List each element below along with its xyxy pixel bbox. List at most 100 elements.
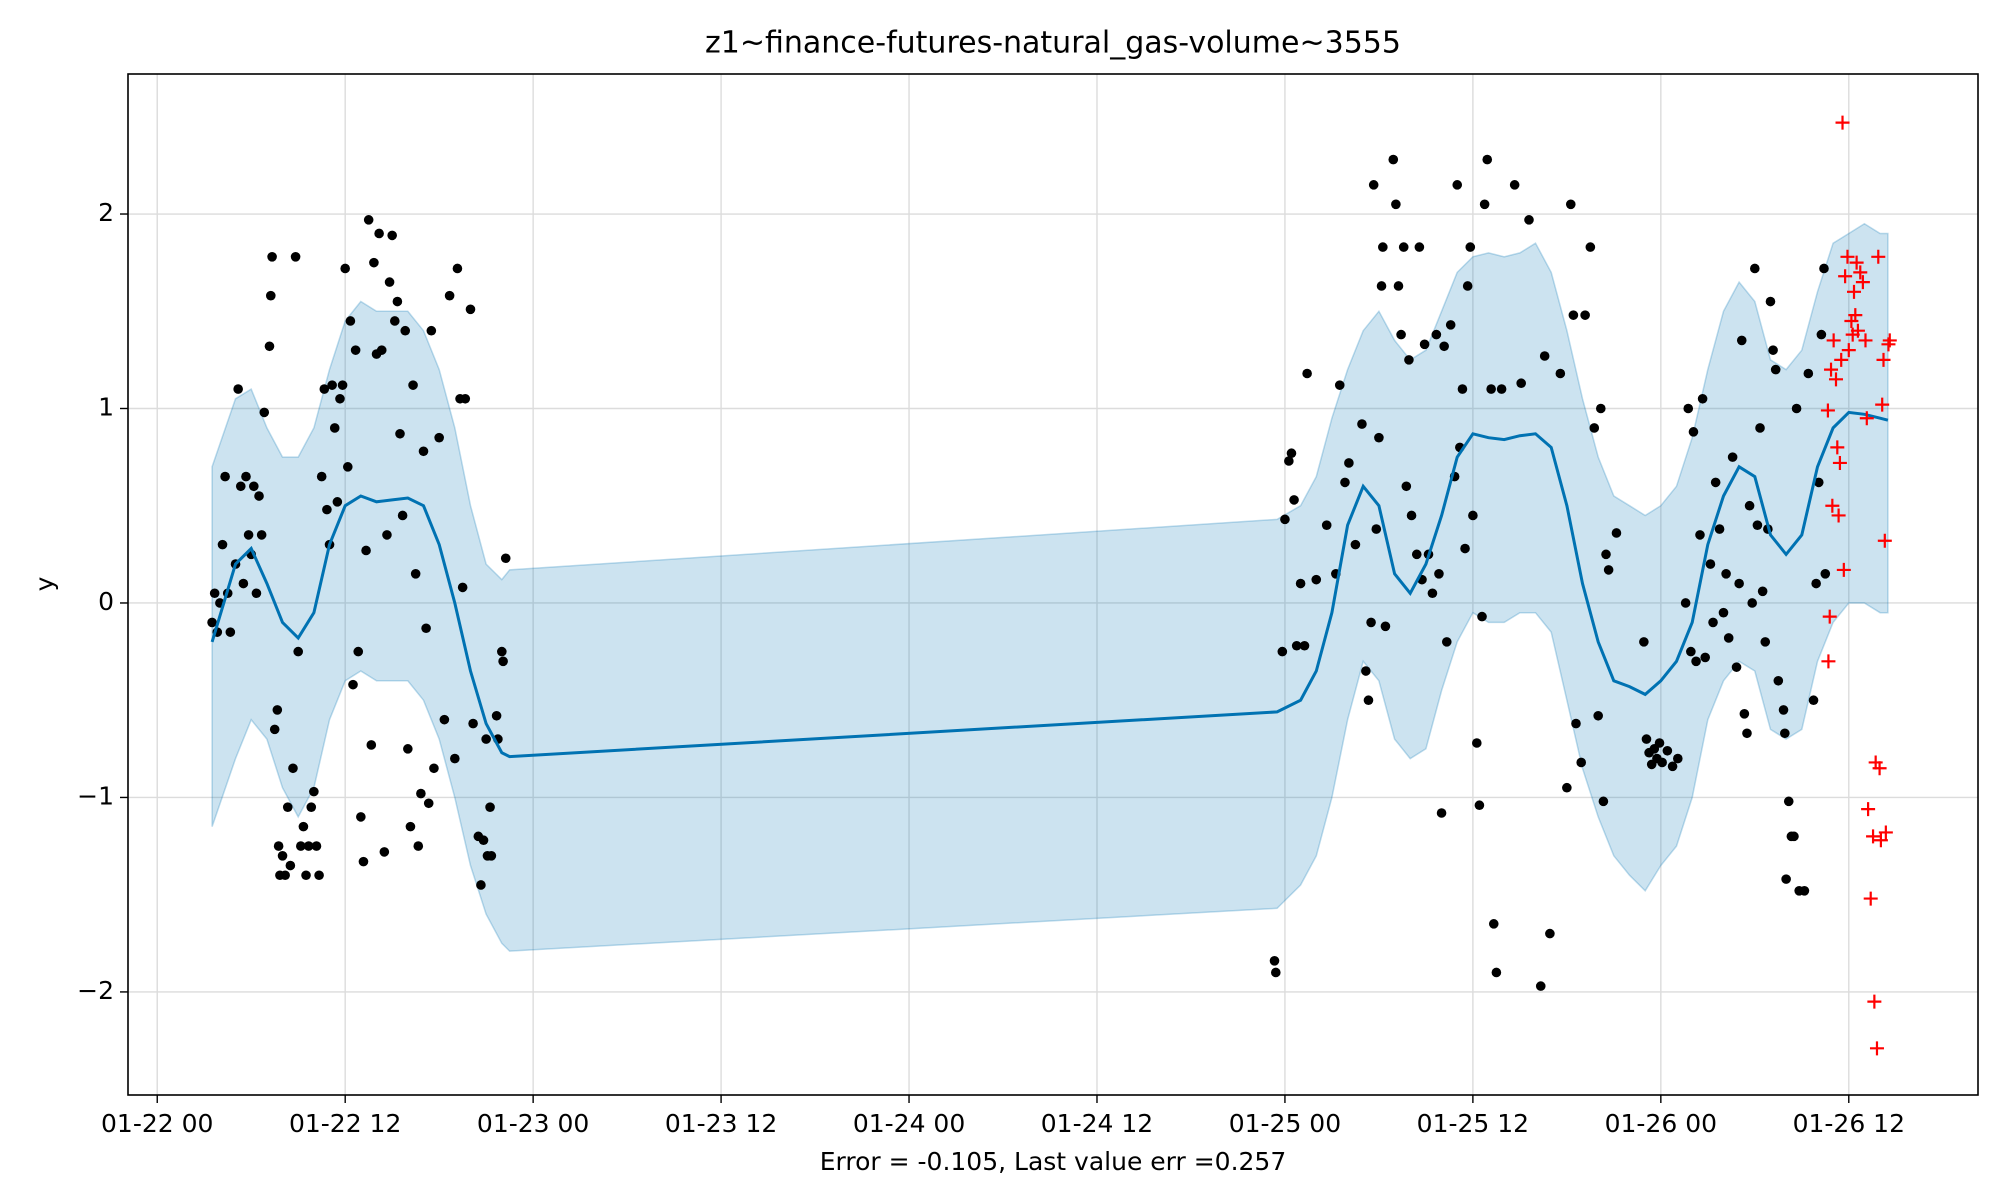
observed-point [314,870,324,881]
observed-point [1539,351,1550,361]
observed-point [238,578,249,589]
observed-point [416,788,426,799]
observed-point [316,471,327,482]
observed-point [400,325,411,336]
future-point [1869,1041,1884,1056]
observed-point [1742,728,1752,739]
observed-point [1641,734,1652,744]
observed-point [1363,695,1374,706]
future-point [1863,891,1878,906]
observed-point [1524,215,1534,225]
observed-point [1750,263,1760,274]
future-point [1838,269,1853,284]
observed-point [403,744,413,754]
observed-point [413,841,424,851]
observed-point [1361,666,1371,676]
observed-point [1723,633,1734,643]
observed-point [405,821,416,832]
observed-point [452,263,463,274]
observed-point [267,252,277,262]
observed-point [1398,242,1409,252]
future-point [1848,308,1863,323]
x-tick-label: 01-24 12 [1041,1109,1153,1138]
future-point [1840,249,1855,264]
observed-point [1371,524,1382,534]
observed-point [1366,617,1376,628]
observed-point [1434,569,1444,579]
observed-point [500,553,511,564]
observed-point [1568,310,1579,320]
observed-point [1436,808,1447,818]
observed-point [363,215,374,225]
observed-point [439,714,450,725]
observed-point [1414,242,1425,252]
observed-point [1752,520,1763,530]
observed-point [384,277,395,287]
observed-point [468,718,478,729]
observed-point [376,345,387,355]
observed-point [1765,296,1776,307]
future-point [1861,802,1876,817]
observed-point [1406,510,1417,521]
observed-point [1486,384,1496,394]
observed-point [1393,281,1404,291]
x-axis-label: Error = -0.105, Last value err =0.257 [820,1147,1286,1176]
observed-point [1344,458,1354,468]
observed-point [259,407,270,418]
observed-point [1491,967,1502,978]
observed-point [1811,578,1821,589]
future-point [1831,508,1846,523]
observed-point [465,304,476,315]
observed-point [450,753,460,764]
observed-point [1808,695,1819,706]
observed-point [429,763,439,774]
future-point [1826,333,1841,348]
observed-point [418,446,429,457]
observed-point [272,705,283,715]
observed-point [491,710,502,721]
y-tick-label: 1 [98,392,114,421]
future-point [1866,829,1881,844]
observed-point [1411,549,1422,560]
future-point [1878,825,1893,840]
future-point [1859,411,1874,426]
observed-point [1688,427,1699,437]
observed-point [374,228,384,239]
observed-point [476,880,486,890]
y-axis-label: y [30,576,59,591]
observed-point [1705,559,1716,569]
observed-point [309,786,319,797]
observed-point [478,835,489,846]
observed-point [1286,448,1297,459]
observed-point [1462,281,1473,291]
observed-point [1580,310,1590,320]
observed-point [1439,341,1449,352]
forecast-line [210,410,1889,759]
observed-point [322,504,332,515]
observed-point [1683,403,1694,414]
x-tick-label: 01-23 12 [665,1109,777,1138]
y-tick-label: 2 [98,198,114,227]
observed-point [1710,477,1721,488]
observed-point [1374,432,1384,443]
future-point [1875,397,1890,412]
observed-point [1700,652,1711,663]
observed-point [1778,705,1789,715]
observed-point [426,325,437,336]
observed-point [277,850,288,861]
future-point [1849,255,1864,270]
future-point [1882,333,1897,348]
observed-point [1488,919,1499,929]
observed-point [1565,199,1576,210]
future-point [1876,352,1891,367]
observed-point [1496,384,1507,394]
observed-point [1401,481,1412,492]
observed-point [1820,569,1831,579]
future-point [1835,115,1850,130]
observed-point [350,345,361,355]
x-tick-label: 01-23 00 [477,1109,589,1138]
observed-point [1673,753,1683,764]
observed-point [1734,578,1744,589]
future-point [1871,249,1886,264]
observed-point [1781,874,1791,884]
